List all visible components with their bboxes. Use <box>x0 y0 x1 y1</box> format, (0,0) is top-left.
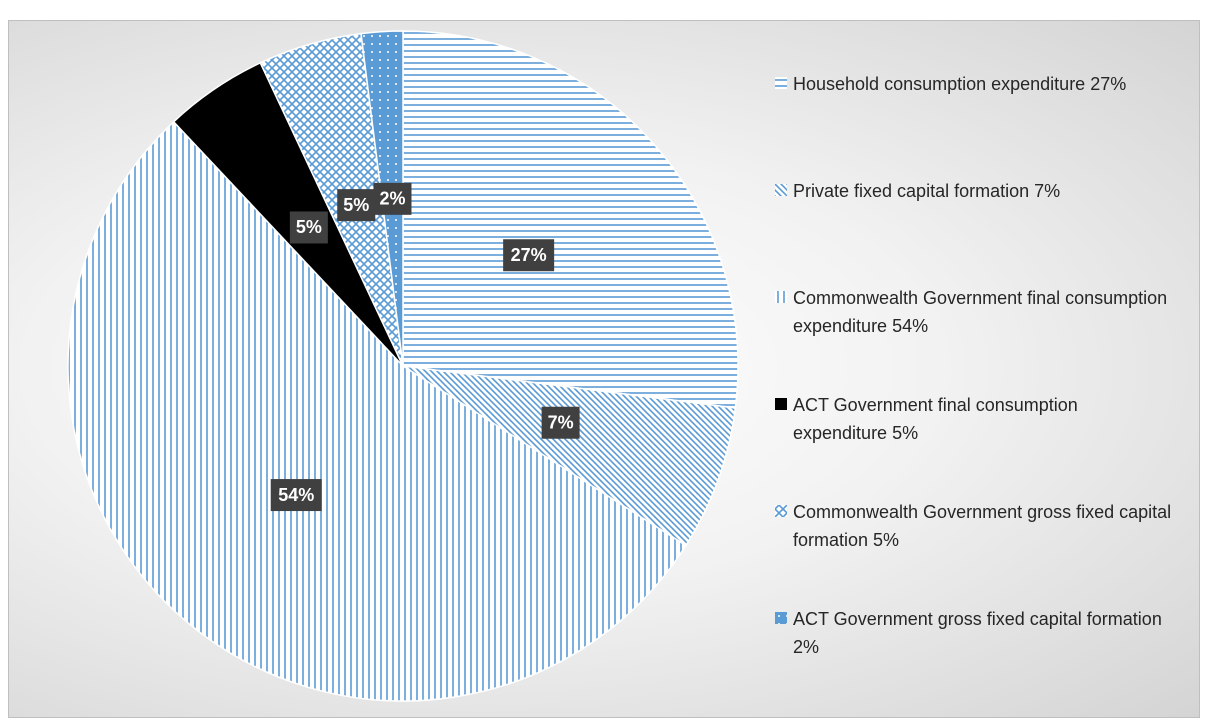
data-label: 5% <box>296 217 322 237</box>
data-label-box <box>541 406 580 439</box>
legend-swatch <box>775 505 787 517</box>
data-label-box <box>503 239 555 272</box>
legend-swatch <box>775 291 787 303</box>
legend-swatch <box>775 184 787 196</box>
data-label: 5% <box>343 195 369 215</box>
data-label: 54% <box>278 485 314 505</box>
data-label: 27% <box>511 245 547 265</box>
legend-swatch <box>775 398 787 410</box>
pie-slice <box>67 120 687 702</box>
legend-label: ACT Government gross fixed capital forma… <box>793 609 1162 657</box>
legend-label: Commonwealth Government final consumptio… <box>793 288 1168 336</box>
legend: Household consumption expenditure 27% Pri… <box>775 70 1175 712</box>
legend-label: Private fixed capital formation 7% <box>793 181 1061 201</box>
legend-item: Household consumption expenditure 27% <box>775 70 1175 177</box>
legend-swatch <box>775 77 787 89</box>
data-label: 2% <box>379 189 405 209</box>
legend-label: ACT Government final consumption expendi… <box>793 395 1078 443</box>
data-label: 7% <box>548 412 574 432</box>
legend-item: ACT Government final consumption expendi… <box>775 391 1175 498</box>
legend-label: Commonwealth Government gross fixed capi… <box>793 502 1172 550</box>
legend-item: ACT Government gross fixed capital forma… <box>775 605 1175 712</box>
pie-slice <box>402 365 737 547</box>
data-label-box <box>289 211 328 244</box>
data-label-box <box>337 189 376 222</box>
legend-item: Commonwealth Government final consumptio… <box>775 284 1175 391</box>
legend-item: Commonwealth Government gross fixed capi… <box>775 498 1175 605</box>
legend-label: Household consumption expenditure 27% <box>793 74 1127 94</box>
legend-swatch <box>775 612 787 624</box>
data-label-box <box>270 479 322 512</box>
pie-slice <box>402 30 739 409</box>
data-label-box <box>373 182 412 215</box>
legend-item: Private fixed capital formation 7% <box>775 177 1175 284</box>
